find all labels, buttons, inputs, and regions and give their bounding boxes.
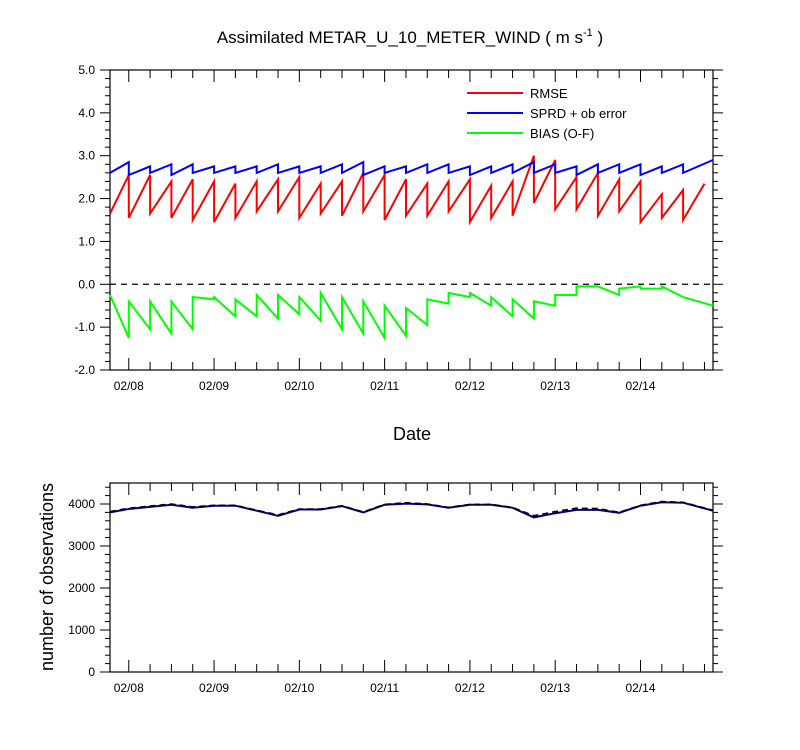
top-y-tick-label: 1.0 bbox=[78, 234, 95, 248]
top-x-tick-label: 02/13 bbox=[540, 379, 570, 393]
chart-title-superscript: -1 bbox=[583, 27, 593, 39]
top-plot-frame bbox=[109, 69, 714, 371]
top-x-tick-label: 02/14 bbox=[625, 379, 655, 393]
bottom-y-tick-label: 4000 bbox=[68, 497, 95, 511]
top-y-tick-label: 0.0 bbox=[78, 277, 95, 291]
top-panel: 02/08 02/09 02/10 02/11 02/12 02/13 02/14 5.0 4.… bbox=[74, 63, 723, 393]
top-x-tick-label: 02/10 bbox=[284, 379, 314, 393]
top-x-tick-label: 02/11 bbox=[370, 379, 399, 393]
bottom-y-tick-label: 1000 bbox=[68, 623, 95, 637]
x-axis-title: Date bbox=[393, 424, 431, 444]
series-rmse-line bbox=[109, 155, 706, 226]
top-x-tick-label: 02/12 bbox=[455, 379, 485, 393]
legend-label-bias: BIAS (O-F) bbox=[530, 126, 594, 141]
top-y-tick-label: 3.0 bbox=[78, 149, 95, 163]
top-y-tick-label: -2.0 bbox=[74, 363, 95, 377]
series-sprd-line bbox=[109, 159, 714, 177]
top-x-tick-label: 02/09 bbox=[199, 379, 229, 393]
top-y-tick-label: -1.0 bbox=[74, 320, 95, 334]
bottom-y-tick-label: 3000 bbox=[68, 539, 95, 553]
legend-label-sprd: SPRD + ob error bbox=[530, 106, 627, 121]
bottom-panel: 02/08 02/09 02/10 02/11 02/12 02/13 02/14 4000 3… bbox=[68, 482, 723, 695]
chart-title-close: ) bbox=[593, 28, 603, 47]
top-x-tick-label: 02/08 bbox=[114, 379, 144, 393]
bottom-x-tick-label: 02/10 bbox=[284, 681, 314, 695]
bottom-x-tick-label: 02/12 bbox=[455, 681, 485, 695]
bottom-x-tick-label: 02/13 bbox=[540, 681, 570, 695]
top-y-tick-label: 5.0 bbox=[78, 63, 95, 77]
chart-title: Assimilated METAR_U_10_METER_WIND ( m s-… bbox=[217, 27, 603, 47]
bottom-x-tick-label: 02/08 bbox=[114, 681, 144, 695]
series-count-line bbox=[109, 501, 714, 519]
y-axis-title-bottom: number of observations bbox=[37, 483, 57, 671]
top-legend: RMSE SPRD + ob error BIAS (O-F) bbox=[467, 86, 627, 141]
bottom-y-tick-label: 0 bbox=[88, 665, 95, 679]
bottom-x-tick-label: 02/14 bbox=[625, 681, 655, 695]
bottom-x-tick-label: 02/11 bbox=[370, 681, 399, 695]
top-y-tick-label: 4.0 bbox=[78, 106, 95, 120]
top-y-tick-label: 2.0 bbox=[78, 192, 95, 206]
bottom-y-tick-label: 2000 bbox=[68, 581, 95, 595]
bottom-plot-frame bbox=[109, 482, 714, 673]
bottom-x-tick-label: 02/09 bbox=[199, 681, 229, 695]
series-count-dashed-line bbox=[109, 500, 714, 517]
series-bias-line bbox=[109, 284, 714, 342]
legend-label-rmse: RMSE bbox=[530, 86, 568, 101]
chart-title-main: Assimilated METAR_U_10_METER_WIND ( m s bbox=[217, 28, 583, 47]
